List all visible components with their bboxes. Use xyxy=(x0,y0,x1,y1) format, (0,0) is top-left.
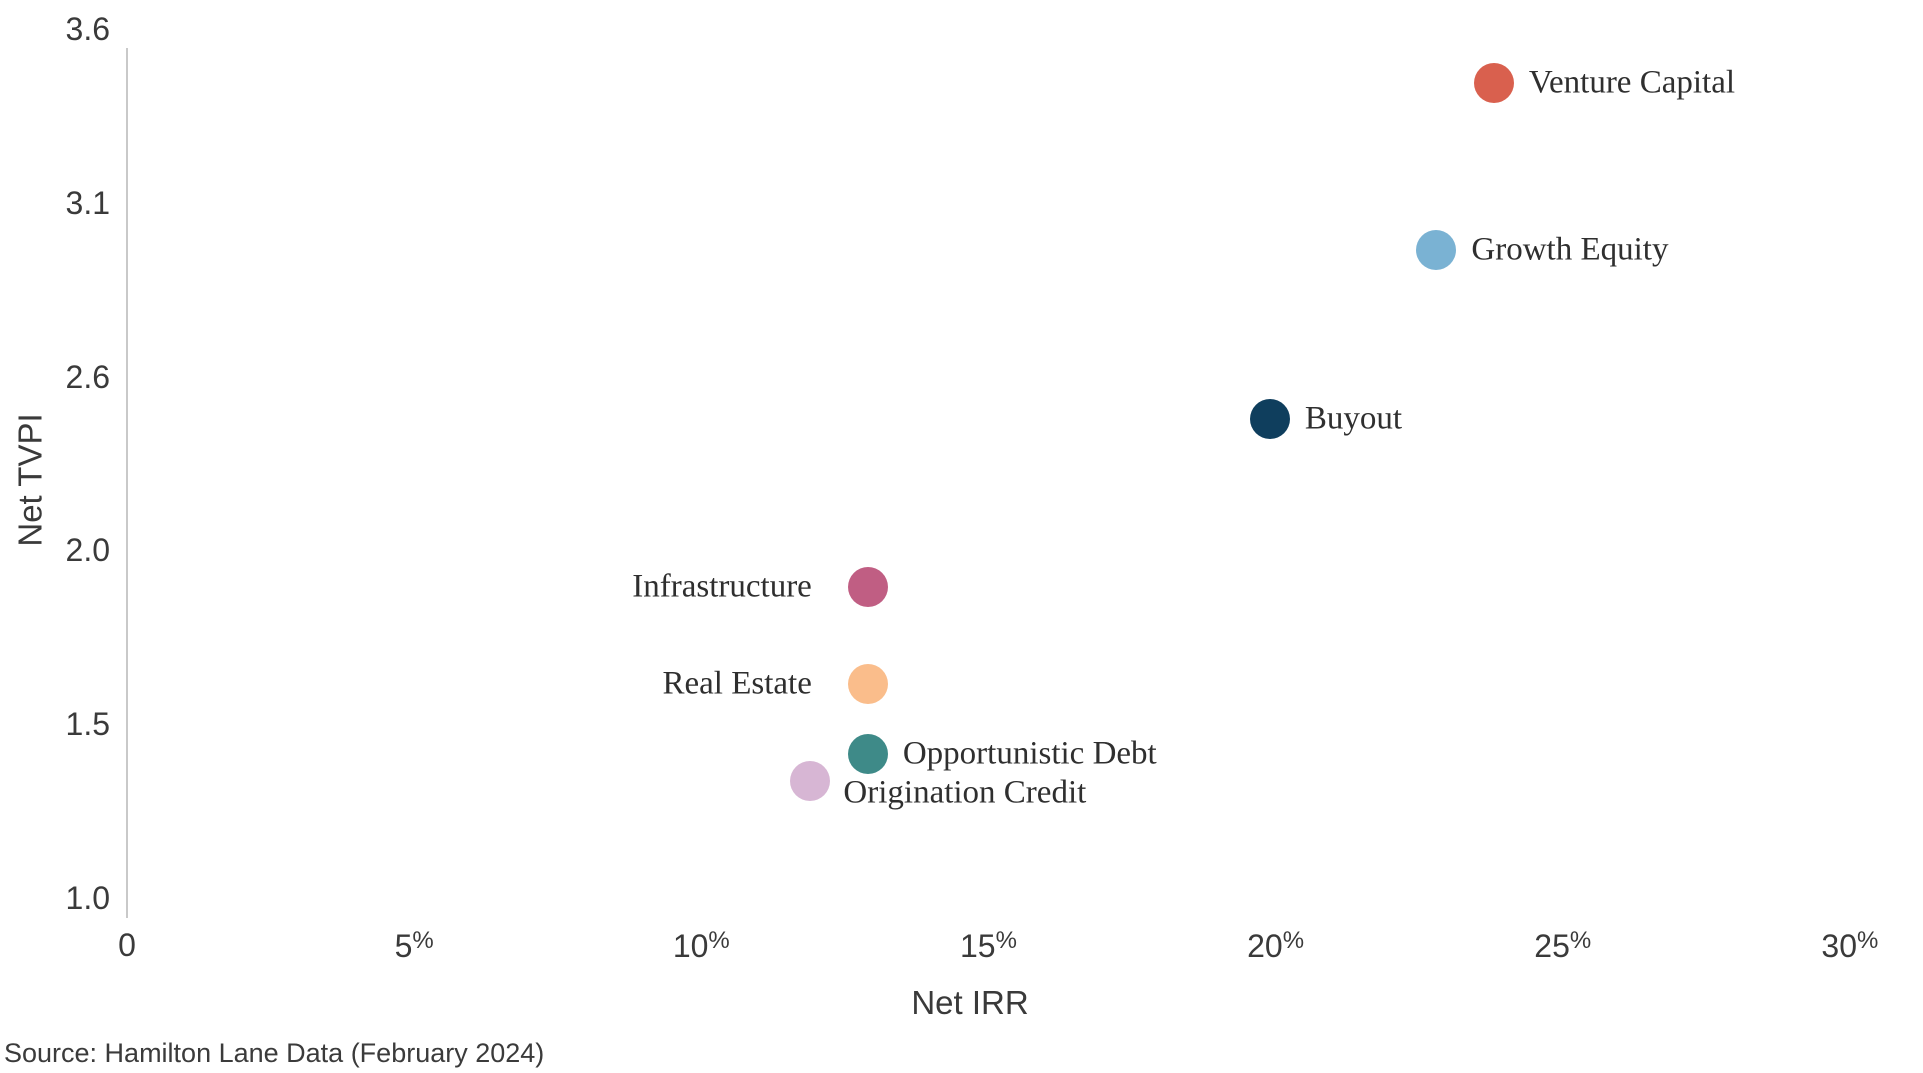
point-buyout xyxy=(1249,398,1290,439)
y-tick-label: 3.6 xyxy=(65,11,110,47)
x-tick-label: 5% xyxy=(394,927,434,964)
x-tick-label: 15% xyxy=(959,927,1017,964)
x-tick-label: 20% xyxy=(1247,927,1305,964)
y-tick-label: 2.0 xyxy=(65,532,110,569)
y-tick-label: 1.5 xyxy=(65,706,110,743)
point-label-origination-credit: Origination Credit xyxy=(843,774,1087,811)
point-label-real-estate: Real Estate xyxy=(662,665,812,702)
point-venture-capital xyxy=(1473,62,1514,103)
x-tick-label: 0 xyxy=(118,927,136,963)
point-real-estate xyxy=(847,664,888,705)
y-tick-label: 2.6 xyxy=(65,358,110,395)
point-label-venture-capital: Venture Capital xyxy=(1528,64,1736,101)
point-label-growth-equity: Growth Equity xyxy=(1471,231,1669,268)
point-infrastructure xyxy=(847,566,888,607)
x-tick-label: 30% xyxy=(1821,927,1879,964)
y-tick-label: 3.1 xyxy=(65,184,110,221)
point-label-opportunistic-debt: Opportunistic Debt xyxy=(902,735,1157,772)
source-note: Source: Hamilton Lane Data (February 202… xyxy=(4,1038,545,1068)
y-tick-label: 1.0 xyxy=(65,880,110,916)
y-axis-title: Net TVPI xyxy=(11,413,49,547)
point-label-infrastructure: Infrastructure xyxy=(632,568,812,605)
x-tick-label: 25% xyxy=(1534,927,1592,964)
x-axis-title: Net IRR xyxy=(911,984,1029,1021)
x-tick-label: 10% xyxy=(672,927,730,964)
point-label-buyout: Buyout xyxy=(1304,400,1403,437)
point-growth-equity xyxy=(1416,229,1457,270)
point-opportunistic-debt xyxy=(847,733,888,774)
point-origination-credit xyxy=(790,761,831,802)
y-axis-line xyxy=(126,48,128,918)
